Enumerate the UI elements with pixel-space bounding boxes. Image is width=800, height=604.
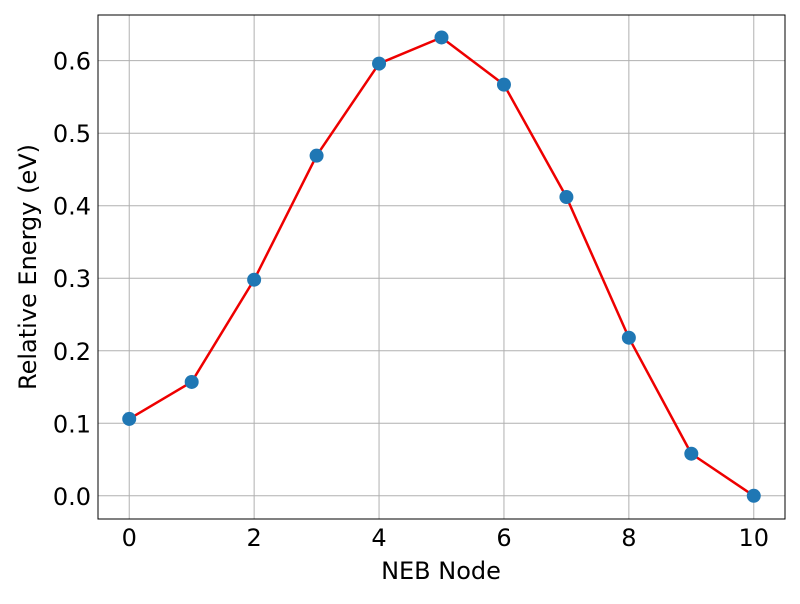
x-tick-label: 2: [246, 524, 261, 552]
axes-frame: [97, 14, 786, 520]
y-tick-label: 0.4: [53, 193, 91, 221]
x-tick-label: 0: [122, 524, 137, 552]
plot-frame: [97, 14, 786, 520]
data-point-node-10: [746, 488, 761, 503]
series-layer: [122, 30, 761, 503]
data-point-node-6: [496, 77, 511, 92]
grid-layer: [98, 15, 785, 519]
series-line: [127, 36, 756, 498]
data-point-node-5: [434, 30, 449, 45]
y-tick-label: 0.0: [53, 483, 91, 511]
y-tick-label: 0.1: [53, 410, 91, 438]
x-axis-label: NEB Node: [381, 557, 501, 585]
x-tick-label: 6: [496, 524, 511, 552]
y-tick-label: 0.2: [53, 338, 91, 366]
x-tick-label: 4: [371, 524, 386, 552]
data-point-node-7: [559, 190, 574, 205]
data-point-node-2: [247, 272, 262, 287]
data-point-node-9: [684, 446, 699, 461]
data-point-node-0: [122, 411, 137, 426]
data-point-node-8: [621, 330, 636, 345]
tick-layer: 0 2 4 6 8 10 0.0 0.1 0.2 0.3 0.4 0.5 0.6: [53, 48, 769, 552]
y-tick-label: 0.6: [53, 48, 91, 76]
data-point-node-1: [184, 374, 199, 389]
y-tick-label: 0.5: [53, 120, 91, 148]
data-point-node-4: [372, 56, 387, 71]
y-tick-label: 0.3: [53, 265, 91, 293]
x-tick-label: 8: [621, 524, 636, 552]
x-tick-label: 10: [738, 524, 769, 552]
data-point-node-3: [309, 148, 324, 163]
y-axis-label: Relative Energy (eV): [14, 144, 42, 390]
